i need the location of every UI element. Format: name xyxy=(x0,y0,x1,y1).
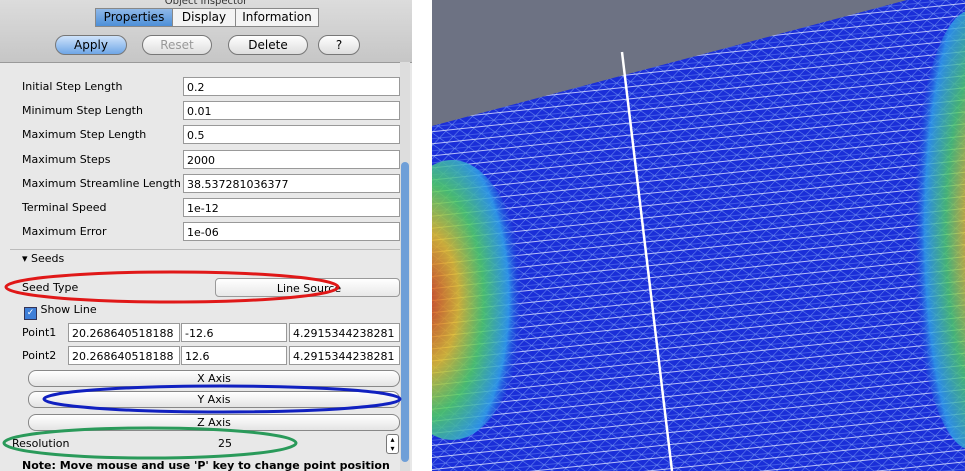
point-field[interactable]: 20.268640518188 xyxy=(68,323,180,342)
property-label: Terminal Speed xyxy=(22,201,107,214)
object-inspector: Object Inspector Properties Display Info… xyxy=(0,0,412,471)
tab[interactable]: Display xyxy=(172,8,236,27)
point-field[interactable]: 12.6 xyxy=(181,346,287,365)
section-header: ▾ Seeds xyxy=(22,252,65,265)
seeds-header: Seeds xyxy=(31,252,65,265)
tab[interactable]: Properties xyxy=(95,8,173,27)
red-ellipse xyxy=(4,270,340,304)
annotations xyxy=(2,270,402,460)
tab[interactable]: Information xyxy=(235,8,319,27)
spinbox[interactable]: ▴ ▾ xyxy=(386,434,399,454)
property-label: Maximum Steps xyxy=(22,152,111,166)
point-field[interactable]: 4.2915344238281 xyxy=(289,346,400,365)
show-line-checkbox[interactable]: ✓ Show Line xyxy=(24,302,97,320)
seed-line xyxy=(620,51,674,471)
point-label: Point2 xyxy=(22,349,57,362)
axis-button[interactable]: Y Axis xyxy=(28,391,400,408)
property-label: Maximum Step Length xyxy=(22,128,147,142)
property-field[interactable]: 1e-12 xyxy=(183,198,400,217)
property-field[interactable]: 0.01 xyxy=(183,101,400,121)
help-button[interactable]: ? xyxy=(318,35,360,55)
note: Note: Move mouse and use 'P' key to chan… xyxy=(22,459,390,471)
point-field[interactable]: 4.2915344238281 xyxy=(289,323,400,342)
property-field[interactable]: 0.2 xyxy=(183,77,400,96)
scrollbar[interactable] xyxy=(400,62,410,471)
property-label: Maximum Error xyxy=(22,225,107,239)
property-label: Initial Step Length xyxy=(22,80,123,93)
delete-button[interactable]: Delete xyxy=(228,35,308,55)
blue-ellipse xyxy=(42,384,402,414)
property-field[interactable]: 38.537281036377 xyxy=(183,173,400,193)
seed-type-label: Seed Type xyxy=(22,281,79,294)
green-ellipse xyxy=(2,426,298,460)
resolution-label: Resolution xyxy=(12,437,70,450)
resolution-field[interactable]: 25 xyxy=(218,437,232,450)
property-field[interactable]: 1e-06 xyxy=(183,222,400,242)
property-label: Maximum Streamline Length xyxy=(22,176,181,190)
point-field[interactable]: 20.268640518188 xyxy=(68,346,180,365)
show-line-label: Show Line xyxy=(40,303,97,316)
property-field[interactable]: 0.5 xyxy=(183,125,400,145)
apply-button[interactable]: Apply xyxy=(55,35,127,55)
property-label: Minimum Step Length xyxy=(22,104,143,118)
reset-button[interactable]: Reset xyxy=(142,35,212,55)
point-field[interactable]: -12.6 xyxy=(181,323,287,342)
panel-title: Object Inspector xyxy=(164,0,248,7)
render-view[interactable] xyxy=(432,0,965,471)
header: Object Inspector Properties Display Info… xyxy=(0,0,412,63)
property-field[interactable]: 2000 xyxy=(183,149,400,169)
point-label: Point1 xyxy=(22,326,57,339)
